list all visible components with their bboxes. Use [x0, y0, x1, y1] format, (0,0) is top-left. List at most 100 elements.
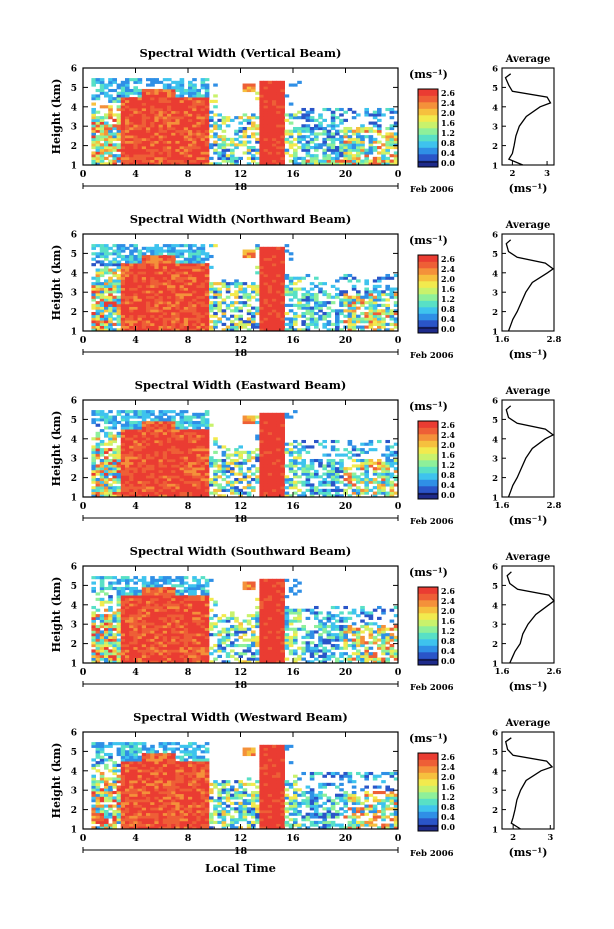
heatmap-cell — [225, 116, 231, 120]
heatmap-cell — [150, 412, 155, 416]
heatmap-cell — [171, 303, 176, 307]
heatmap-cell — [372, 472, 378, 476]
heatmap-cell — [204, 159, 210, 163]
heatmap-cell — [284, 118, 290, 122]
heatmap-cell — [188, 469, 193, 473]
heatmap-cell — [141, 295, 147, 299]
heatmap-cell — [179, 268, 185, 272]
heatmap-cell — [95, 597, 101, 601]
heatmap-cell — [381, 292, 386, 297]
heatmap-cell — [213, 480, 218, 484]
heatmap-cell — [188, 439, 193, 444]
heatmap-cell — [141, 418, 147, 422]
heatmap-cell — [175, 249, 180, 253]
heatmap-cell — [196, 412, 201, 416]
heatmap-cell — [267, 252, 273, 256]
heatmap-cell — [167, 488, 172, 492]
heatmap-cell — [179, 311, 185, 316]
heatmap-cell — [171, 472, 176, 476]
heatmap-cell — [204, 94, 210, 98]
heatmap-cell — [372, 148, 378, 152]
heatmap-cell — [364, 486, 369, 490]
heatmap-cell — [221, 298, 227, 302]
heatmap-cell — [246, 322, 252, 326]
heatmap-cell — [162, 94, 168, 98]
heatmap-cell — [267, 265, 273, 269]
heatmap-cell — [104, 646, 109, 650]
heatmap-cell — [179, 434, 185, 438]
heatmap-cell — [335, 287, 340, 291]
heatmap-cell — [150, 102, 155, 106]
heatmap-cell — [171, 480, 176, 484]
heatmap-cell — [133, 129, 138, 133]
heatmap-cell — [259, 434, 264, 438]
heatmap-cell — [335, 292, 340, 297]
heatmap-cell — [204, 88, 210, 93]
heatmap-cell — [125, 467, 130, 471]
heatmap-cell — [196, 464, 201, 468]
heatmap-cell — [242, 477, 248, 482]
heatmap-cell — [196, 257, 201, 261]
heatmap-cell — [301, 458, 306, 463]
heatmap-cell — [301, 491, 306, 495]
heatmap-cell — [335, 320, 340, 324]
heatmap-cell — [339, 298, 344, 302]
heatmap-cell — [225, 284, 231, 288]
heatmap-cell — [91, 614, 96, 618]
heatmap-cell — [288, 317, 294, 321]
heatmap-cell — [108, 137, 113, 141]
heatmap-cell — [141, 456, 147, 460]
heatmap-cell — [196, 480, 201, 484]
heatmap-cell — [259, 156, 264, 160]
heatmap-cell — [120, 86, 126, 90]
heatmap-cell — [167, 83, 172, 87]
heatmap-cell — [91, 102, 96, 106]
heatmap-cell — [339, 311, 344, 316]
heatmap-cell — [246, 418, 252, 422]
heatmap-cell — [364, 464, 369, 468]
heatmap-cell — [347, 328, 353, 332]
heatmap-cell — [276, 309, 281, 313]
heatmap-cell — [171, 121, 176, 125]
heatmap-cell — [335, 461, 340, 465]
heatmap-cell — [263, 279, 269, 283]
heatmap-cell — [372, 306, 378, 310]
colorbar-swatch — [418, 453, 438, 461]
heatmap-cell — [99, 638, 105, 642]
heatmap-cell — [120, 415, 126, 419]
heatmap-cell — [196, 292, 201, 297]
heatmap-cell — [364, 292, 369, 297]
heatmap-cell — [146, 445, 151, 449]
heatmap-cell — [158, 151, 164, 155]
heatmap-cell — [95, 448, 101, 452]
heatmap-cell — [242, 252, 248, 256]
heatmap-cell — [188, 268, 193, 272]
heatmap-cell — [305, 472, 311, 476]
heatmap-cell — [263, 429, 269, 433]
heatmap-cell — [217, 467, 222, 471]
heatmap-cell — [347, 475, 353, 479]
heatmap-cell — [171, 88, 176, 93]
heatmap-cell — [91, 488, 96, 492]
heatmap-cell — [150, 442, 155, 446]
heatmap-cell — [263, 483, 269, 487]
heatmap-cell — [108, 488, 113, 492]
heatmap-cell — [360, 143, 365, 147]
heatmap-cell — [326, 124, 332, 128]
heatmap-cell — [108, 132, 113, 136]
heatmap-cell — [171, 151, 176, 155]
heatmap-cell — [116, 113, 122, 117]
heatmap-cell — [322, 480, 327, 484]
heatmap-cell — [213, 121, 218, 125]
heatmap-cell — [263, 317, 269, 321]
heatmap-cell — [230, 322, 235, 326]
heatmap-cell — [162, 448, 168, 452]
heatmap-cell — [188, 135, 193, 139]
heatmap-cell — [188, 94, 193, 98]
heatmap-cell — [267, 145, 273, 150]
heatmap-cell — [360, 126, 365, 131]
heatmap-cell — [171, 450, 176, 454]
heatmap-cell — [204, 279, 210, 283]
heatmap-cell — [225, 464, 231, 468]
heatmap-cell — [129, 244, 134, 248]
